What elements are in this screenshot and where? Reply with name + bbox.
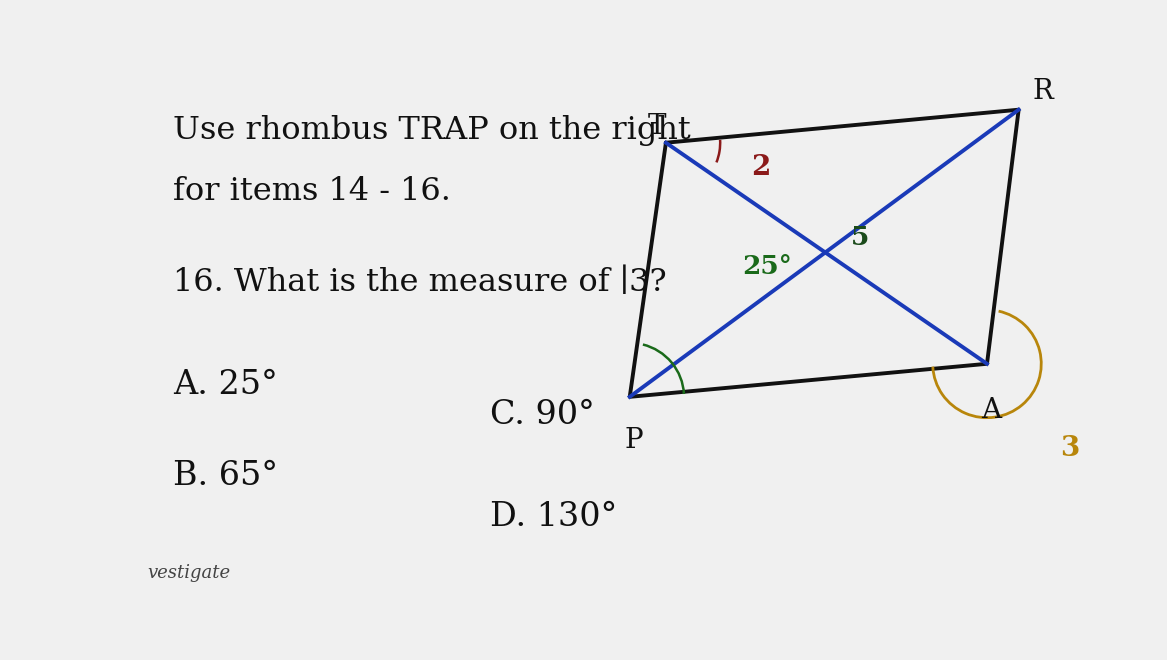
Text: 5: 5 [851, 224, 869, 249]
Text: D. 130°: D. 130° [490, 501, 617, 533]
Text: A: A [981, 397, 1001, 424]
Text: C. 90°: C. 90° [490, 399, 594, 432]
Text: 3: 3 [1061, 436, 1079, 463]
Text: P: P [626, 427, 643, 454]
Text: A. 25°: A. 25° [173, 369, 278, 401]
Text: 25°: 25° [742, 254, 792, 279]
Text: B. 65°: B. 65° [173, 461, 278, 492]
Text: vestigate: vestigate [148, 564, 231, 582]
Text: Use rhombus TRAP on the right: Use rhombus TRAP on the right [173, 115, 691, 146]
Text: for items 14 - 16.: for items 14 - 16. [173, 176, 450, 207]
Text: 16. What is the measure of ∣3?: 16. What is the measure of ∣3? [173, 267, 666, 298]
Text: 2: 2 [750, 154, 770, 181]
Text: R: R [1032, 78, 1053, 105]
Text: T: T [648, 113, 666, 140]
